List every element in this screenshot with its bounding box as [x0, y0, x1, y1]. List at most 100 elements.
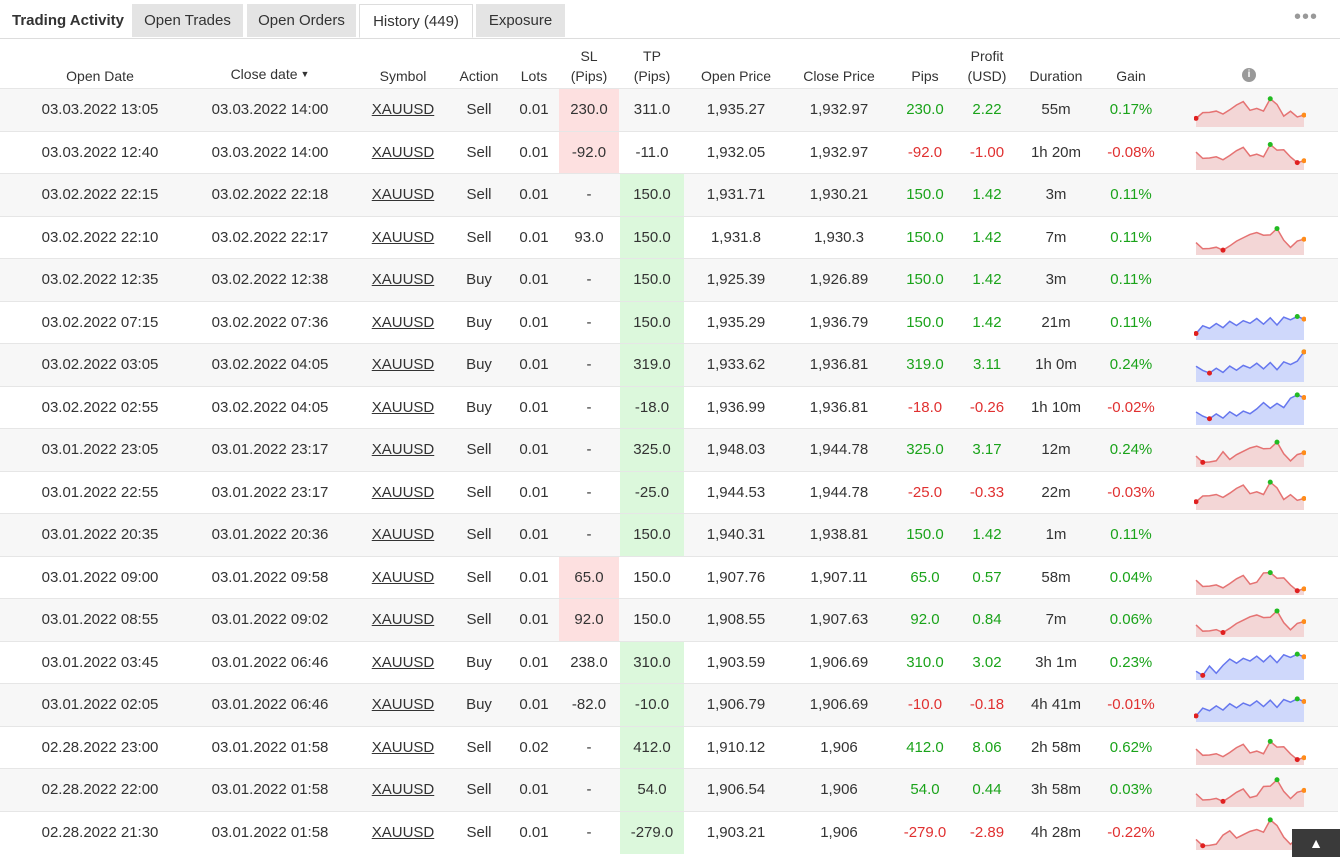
header-action[interactable]: Action — [459, 68, 499, 84]
cell-symbol[interactable]: XAUUSD — [371, 356, 435, 373]
cell-lots: 0.01 — [519, 313, 549, 331]
cell-open-date: 03.02.2022 22:15 — [41, 186, 159, 203]
tab-open-trades[interactable]: Open Trades — [132, 4, 243, 37]
cell-open-price: 1,944.53 — [706, 483, 766, 501]
table-row[interactable]: 02.28.2022 22:00 03.01.2022 01:58 XAUUSD Se… — [0, 768, 1338, 811]
cell-symbol[interactable]: XAUUSD — [371, 738, 435, 756]
sparkline-end-marker — [1301, 112, 1306, 118]
table-row[interactable]: 03.02.2022 02:55 03.02.2022 04:05 XAUUSD Bu… — [0, 385, 1338, 429]
tab-history[interactable]: History (449) — [359, 4, 473, 38]
cell-symbol[interactable]: XAUUSD — [371, 143, 435, 161]
sparkline-low-marker — [1207, 370, 1212, 376]
table-row[interactable]: 03.02.2022 12:35 03.02.2022 12:38 XAUUSD Bu… — [0, 258, 1338, 301]
cell-symbol[interactable]: XAUUSD — [371, 186, 435, 203]
cell-lots: 0.01 — [519, 441, 549, 458]
header-profit-unit: (USD) — [967, 68, 1007, 84]
table-row[interactable]: 03.01.2022 02:05 03.01.2022 06:46 XAUUSD Bu… — [0, 683, 1338, 726]
cell-symbol[interactable]: XAUUSD — [371, 653, 435, 671]
cell-symbol[interactable]: XAUUSD — [371, 781, 435, 798]
cell-symbol[interactable]: XAUUSD — [371, 611, 435, 628]
table-row[interactable]: 02.28.2022 21:30 03.01.2022 01:58 XAUUSD Se… — [0, 810, 1338, 854]
trade-sparkline — [1195, 141, 1306, 170]
cell-lots: 0.01 — [519, 398, 549, 416]
cell-symbol[interactable]: XAUUSD — [371, 526, 435, 543]
scroll-to-top-button[interactable]: ▲ — [1292, 829, 1340, 857]
cell-close-price: 1,906.69 — [809, 653, 869, 671]
cell-pips: 150.0 — [906, 271, 944, 288]
header-duration[interactable]: Duration — [1029, 68, 1083, 84]
cell-pips: 310.0 — [906, 653, 944, 671]
cell-symbol[interactable]: XAUUSD — [371, 271, 435, 288]
info-icon[interactable]: i — [1242, 68, 1256, 82]
table-row[interactable]: 03.02.2022 22:15 03.02.2022 22:18 XAUUSD Se… — [0, 173, 1338, 216]
cell-open-date: 03.01.2022 02:05 — [41, 696, 159, 713]
cell-symbol[interactable]: XAUUSD — [371, 398, 435, 416]
sparkline-end-marker — [1301, 157, 1306, 163]
cell-symbol[interactable]: XAUUSD — [371, 696, 435, 713]
cell-gain: 0.06% — [1109, 611, 1153, 628]
cell-duration: 1h 20m — [1030, 143, 1082, 161]
table-row[interactable]: 02.28.2022 23:00 03.01.2022 01:58 XAUUSD Se… — [0, 725, 1338, 769]
table-row[interactable]: 03.01.2022 23:05 03.01.2022 23:17 XAUUSD Se… — [0, 428, 1338, 471]
cell-lots: 0.01 — [519, 781, 549, 798]
header-tp[interactable]: TP (Pips) — [620, 46, 684, 86]
table-row[interactable]: 03.03.2022 12:40 03.03.2022 14:00 XAUUSD Se… — [0, 130, 1338, 174]
cell-sl: - — [586, 483, 592, 501]
cell-open-date: 03.02.2022 22:10 — [41, 228, 159, 246]
cell-tp: -279.0 — [620, 811, 684, 854]
table-row[interactable]: 03.02.2022 07:15 03.02.2022 07:36 XAUUSD Bu… — [0, 300, 1338, 344]
header-symbol[interactable]: Symbol — [379, 68, 427, 84]
cell-symbol[interactable]: XAUUSD — [371, 313, 435, 331]
cell-symbol[interactable]: XAUUSD — [371, 823, 435, 841]
header-open-price[interactable]: Open Price — [700, 68, 772, 84]
cell-close-price: 1,938.81 — [809, 526, 869, 543]
table-row[interactable]: 03.02.2022 22:10 03.02.2022 22:17 XAUUSD Se… — [0, 215, 1338, 259]
cell-profit: -0.26 — [969, 398, 1005, 416]
tab-open-orders[interactable]: Open Orders — [247, 4, 356, 37]
header-lots[interactable]: Lots — [520, 68, 548, 84]
header-close-price[interactable]: Close Price — [803, 68, 875, 84]
cell-action: Buy — [466, 271, 492, 288]
cell-symbol[interactable]: XAUUSD — [371, 483, 435, 501]
tab-exposure[interactable]: Exposure — [476, 4, 565, 37]
table-row[interactable]: 03.01.2022 22:55 03.01.2022 23:17 XAUUSD Se… — [0, 470, 1338, 514]
cell-symbol[interactable]: XAUUSD — [371, 568, 435, 586]
table-row[interactable]: 03.01.2022 20:35 03.01.2022 20:36 XAUUSD Se… — [0, 513, 1338, 556]
cell-duration: 1h 0m — [1035, 356, 1077, 373]
header-open-date[interactable]: Open Date — [66, 68, 134, 84]
cell-symbol[interactable]: XAUUSD — [371, 228, 435, 246]
header-close-date[interactable]: Close date ▼ — [210, 64, 330, 84]
table-row[interactable]: 03.02.2022 03:05 03.02.2022 04:05 XAUUSD Bu… — [0, 343, 1338, 386]
cell-pips: 54.0 — [910, 781, 940, 798]
table-row[interactable]: 03.01.2022 08:55 03.01.2022 09:02 XAUUSD Se… — [0, 598, 1338, 641]
cell-close-date: 03.02.2022 04:05 — [211, 398, 329, 416]
sparkline-high-marker — [1267, 738, 1273, 744]
cell-gain: 0.11% — [1110, 313, 1152, 331]
header-profit[interactable]: Profit (USD) — [957, 46, 1017, 86]
sparkline-area — [1196, 315, 1304, 340]
cell-gain: 0.04% — [1109, 568, 1153, 586]
cell-action: Buy — [466, 696, 492, 713]
cell-tp: 310.0 — [620, 641, 684, 684]
trade-sparkline — [1195, 816, 1306, 850]
cell-symbol[interactable]: XAUUSD — [371, 441, 435, 458]
cell-duration: 2h 58m — [1030, 738, 1082, 756]
more-icon[interactable]: ••• — [1293, 6, 1318, 28]
table-row[interactable]: 03.01.2022 09:00 03.01.2022 09:58 XAUUSD Se… — [0, 555, 1338, 599]
cell-open-date: 03.02.2022 02:55 — [41, 398, 159, 416]
cell-symbol[interactable]: XAUUSD — [371, 101, 435, 118]
cell-close-price: 1,944.78 — [809, 441, 869, 458]
header-gain[interactable]: Gain — [1116, 68, 1146, 84]
cell-close-price: 1,936.81 — [809, 356, 869, 373]
cell-duration: 1m — [1045, 526, 1067, 543]
cell-open-date: 02.28.2022 21:30 — [41, 823, 159, 841]
cell-duration: 4h 41m — [1030, 696, 1082, 713]
cell-close-price: 1,906 — [820, 781, 858, 798]
table-row[interactable]: 03.03.2022 13:05 03.03.2022 14:00 XAUUSD Se… — [0, 88, 1338, 131]
cell-action: Sell — [466, 823, 492, 841]
table-row[interactable]: 03.01.2022 03:45 03.01.2022 06:46 XAUUSD Bu… — [0, 640, 1338, 684]
cell-profit: 0.84 — [972, 611, 1002, 628]
cell-open-date: 03.01.2022 22:55 — [41, 483, 159, 501]
header-sl[interactable]: SL (Pips) — [559, 46, 619, 86]
header-pips[interactable]: Pips — [911, 68, 939, 84]
